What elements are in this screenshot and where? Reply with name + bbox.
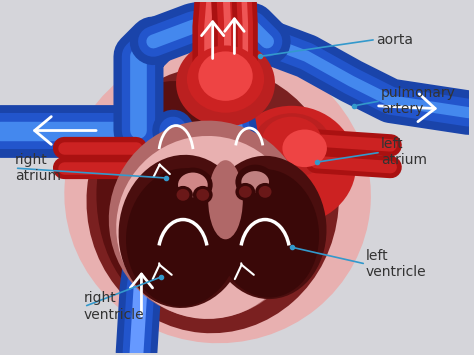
Ellipse shape [236,183,255,201]
Text: aorta: aorta [376,33,413,47]
Ellipse shape [173,168,213,202]
Text: left
ventricle: left ventricle [366,249,427,279]
Ellipse shape [196,189,209,201]
Ellipse shape [96,81,250,308]
Ellipse shape [259,186,272,198]
Ellipse shape [215,169,319,297]
Ellipse shape [255,183,275,201]
Ellipse shape [116,136,299,319]
Ellipse shape [262,117,321,164]
Ellipse shape [228,106,356,224]
Ellipse shape [173,186,193,204]
Ellipse shape [109,121,307,318]
Ellipse shape [198,51,253,101]
Ellipse shape [176,189,190,201]
Text: pulmonary
artery: pulmonary artery [381,86,456,116]
Ellipse shape [193,186,213,204]
Ellipse shape [241,171,269,193]
Ellipse shape [178,173,208,197]
Ellipse shape [208,156,327,299]
Ellipse shape [126,168,240,306]
Ellipse shape [187,45,264,113]
Ellipse shape [236,165,275,199]
Ellipse shape [252,113,331,178]
Ellipse shape [118,155,247,308]
Ellipse shape [283,130,327,167]
Ellipse shape [64,47,371,343]
Text: right
atrium: right atrium [15,153,61,183]
Ellipse shape [239,186,252,198]
Ellipse shape [208,160,243,239]
Ellipse shape [176,39,275,127]
Ellipse shape [86,66,339,333]
Text: left
atrium: left atrium [381,137,427,167]
Text: right
ventricle: right ventricle [84,291,145,322]
